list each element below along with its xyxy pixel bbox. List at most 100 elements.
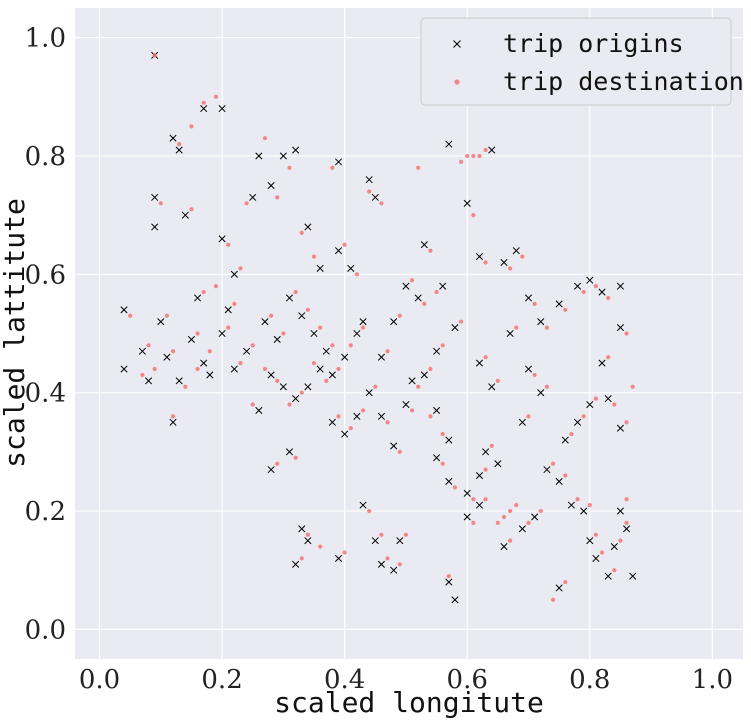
origin-point — [531, 513, 539, 521]
destination-point — [416, 165, 421, 170]
origin-point — [500, 543, 508, 551]
destination-point — [458, 159, 464, 164]
origin-point-stroke — [341, 430, 349, 438]
origin-point-stroke — [390, 318, 398, 326]
origin-point-stroke — [555, 300, 563, 308]
origin-point — [616, 507, 624, 515]
origin-point-stroke — [304, 223, 312, 231]
origin-point — [475, 253, 484, 261]
origin-point — [249, 193, 257, 201]
origin-point-stroke — [420, 371, 428, 379]
destination-point — [428, 414, 433, 419]
origin-point — [292, 395, 300, 403]
origin-point-stroke — [524, 294, 533, 302]
origin-point — [396, 537, 404, 545]
origin-point — [555, 584, 563, 592]
origin-point — [598, 359, 606, 367]
origin-point — [144, 377, 153, 385]
origin-point — [224, 306, 232, 314]
origin-point-stroke — [298, 525, 306, 533]
origin-point — [616, 324, 624, 332]
origin-point-stroke — [396, 537, 404, 545]
destination-point — [213, 284, 219, 289]
origin-point — [267, 371, 275, 379]
origin-point — [555, 477, 563, 486]
origin-point-stroke — [586, 537, 594, 545]
destination-point — [483, 497, 488, 502]
origin-point-stroke — [475, 359, 484, 367]
destination-point — [360, 325, 366, 330]
origin-point-stroke — [573, 282, 582, 290]
destination-point — [397, 313, 402, 318]
origin-point-stroke — [334, 247, 343, 255]
origin-point — [353, 412, 361, 420]
destination-point — [293, 455, 298, 460]
origin-point-stroke — [371, 537, 379, 545]
origin-point-stroke — [322, 347, 330, 355]
destination-point — [189, 207, 194, 212]
origin-point — [506, 329, 514, 338]
origin-point — [390, 318, 398, 326]
y-tick-label: 0.0 — [25, 615, 66, 645]
origin-point-stroke — [506, 329, 514, 338]
destination-point — [428, 248, 433, 253]
origin-point — [292, 560, 300, 568]
origin-point — [187, 335, 195, 343]
origin-point-stroke — [586, 276, 594, 284]
origin-point — [157, 318, 165, 326]
origin-point-stroke — [629, 572, 637, 580]
origin-point-stroke — [604, 395, 612, 403]
legend-label-trip-origins: trip origins — [503, 29, 684, 58]
destination-point — [593, 284, 599, 289]
destination-point — [262, 366, 268, 372]
origin-point-stroke — [292, 395, 300, 403]
destination-point — [213, 94, 219, 99]
destination-point — [170, 414, 176, 419]
origin-point-stroke — [163, 353, 171, 361]
destination-point — [299, 230, 304, 235]
origin-point-stroke — [218, 329, 226, 338]
destination-point — [409, 278, 415, 283]
destination-point — [514, 503, 519, 508]
origin-point-stroke — [537, 318, 545, 326]
origin-point-stroke — [408, 377, 416, 385]
origin-point — [475, 359, 484, 367]
origin-point-stroke — [359, 501, 367, 509]
origin-point-stroke — [285, 294, 294, 302]
destination-point — [207, 349, 212, 354]
origin-point-stroke — [347, 264, 355, 272]
destination-point — [624, 497, 629, 502]
origin-point — [377, 412, 385, 420]
origin-point — [353, 329, 361, 338]
origin-point — [543, 466, 551, 474]
origin-point-stroke — [390, 442, 398, 450]
origin-point-stroke — [279, 383, 287, 391]
destination-point — [471, 153, 476, 159]
destination-point — [483, 147, 488, 153]
origin-point-stroke — [224, 306, 232, 314]
origin-point — [433, 454, 441, 462]
origin-point-stroke — [255, 152, 263, 160]
grid-lines — [75, 8, 743, 659]
destination-point — [238, 360, 243, 366]
destination-point — [299, 556, 304, 561]
destination-point — [550, 597, 556, 602]
destination-point — [311, 254, 317, 259]
origin-point-stroke — [304, 383, 312, 391]
origin-point — [494, 460, 502, 468]
destination-point — [624, 420, 629, 425]
destination-point — [483, 355, 488, 360]
destination-point — [587, 503, 592, 508]
origin-point — [230, 365, 238, 373]
origin-point — [304, 537, 312, 545]
legend: trip origins trip destination — [420, 17, 744, 106]
origin-point — [200, 105, 208, 113]
origin-point-stroke — [194, 294, 202, 302]
origin-point-stroke — [285, 448, 294, 456]
destination-point — [575, 497, 580, 502]
origin-point-stroke — [592, 554, 600, 562]
origin-point — [285, 448, 294, 456]
origin-point-stroke — [567, 501, 575, 509]
origin-point-stroke — [580, 507, 588, 515]
destination-point — [305, 307, 310, 312]
